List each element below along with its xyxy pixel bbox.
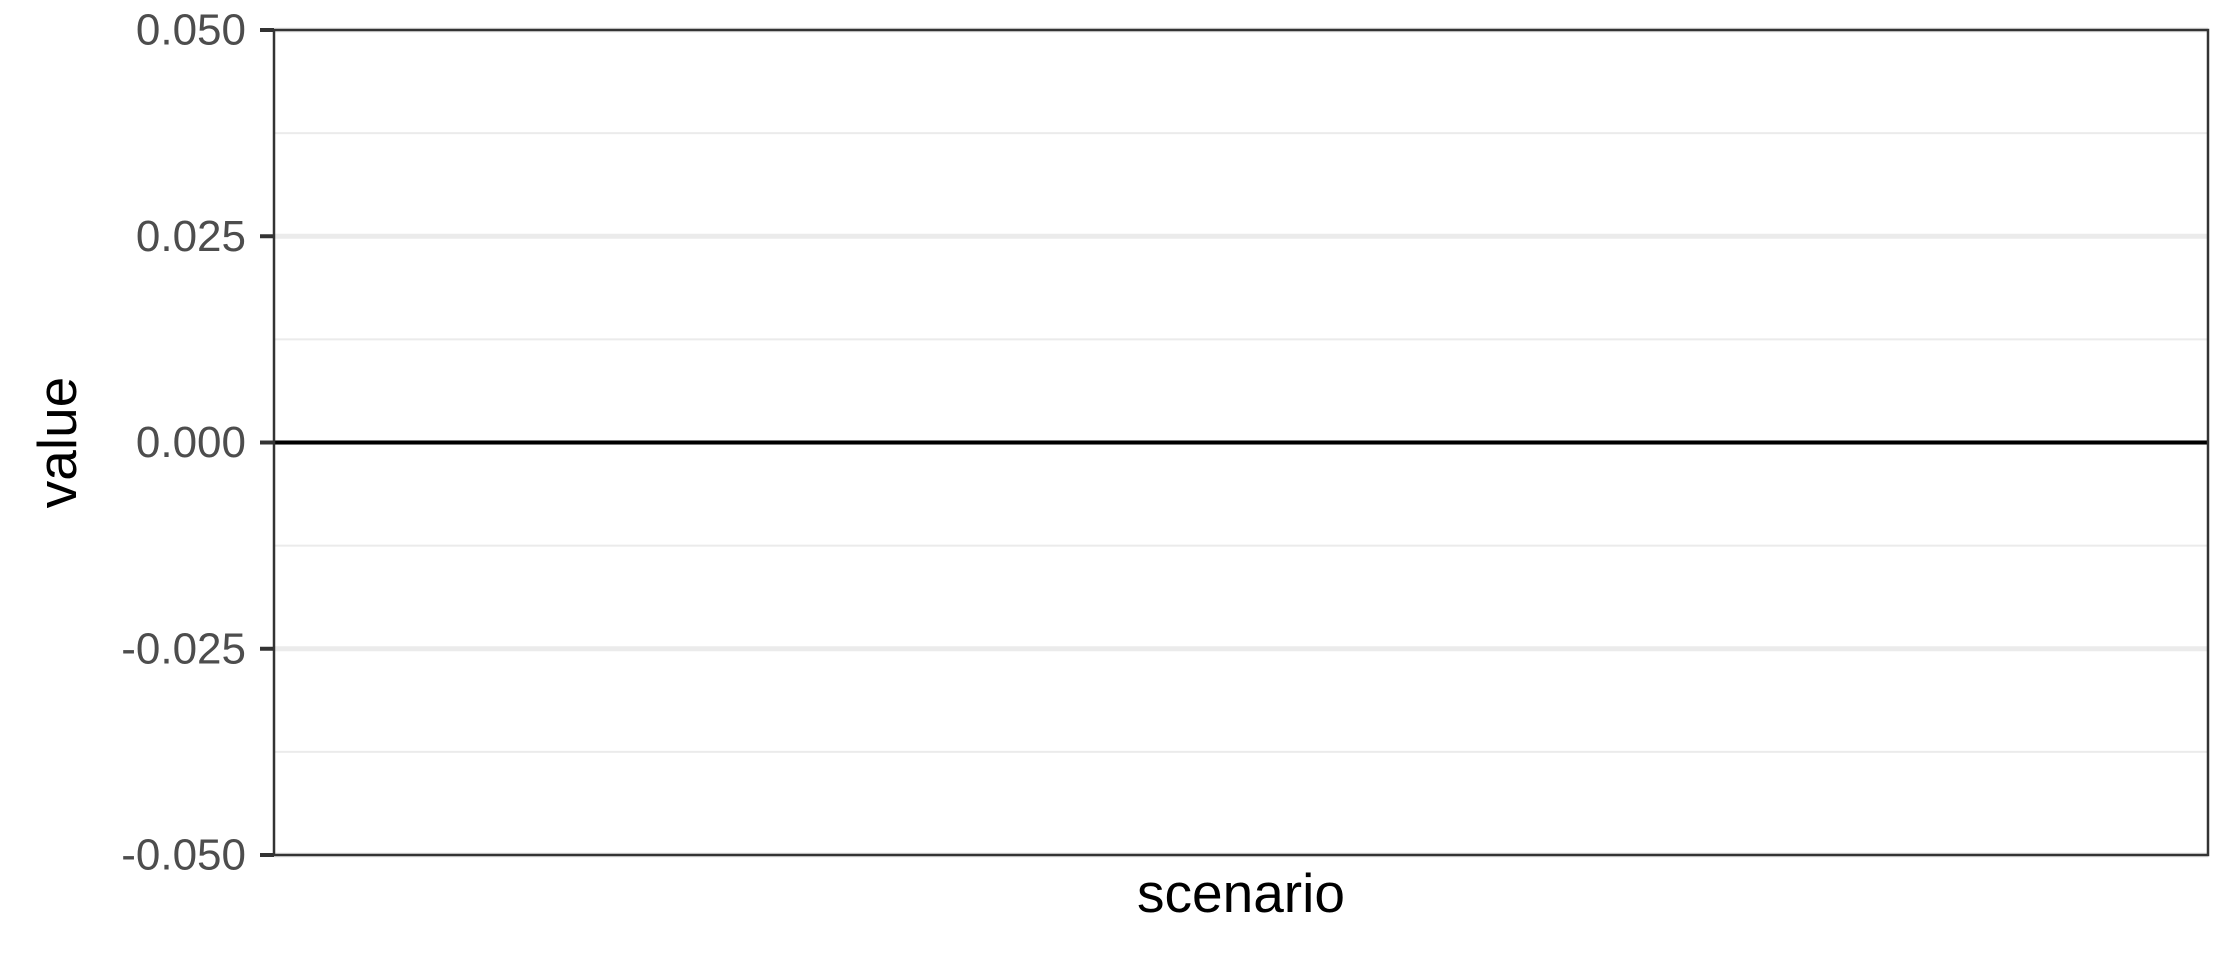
y-tick-label: 0.000	[136, 418, 246, 467]
y-tick-label: 0.025	[136, 212, 246, 261]
y-tick-label: 0.050	[136, 6, 246, 55]
y-axis-ticks: -0.050 -0.025 0.000 0.025 0.050	[121, 6, 274, 880]
y-tick-label: -0.050	[121, 831, 246, 880]
x-axis-title: scenario	[1137, 862, 1345, 924]
y-axis-title: value	[26, 377, 88, 508]
y-tick-label: -0.025	[121, 624, 246, 673]
